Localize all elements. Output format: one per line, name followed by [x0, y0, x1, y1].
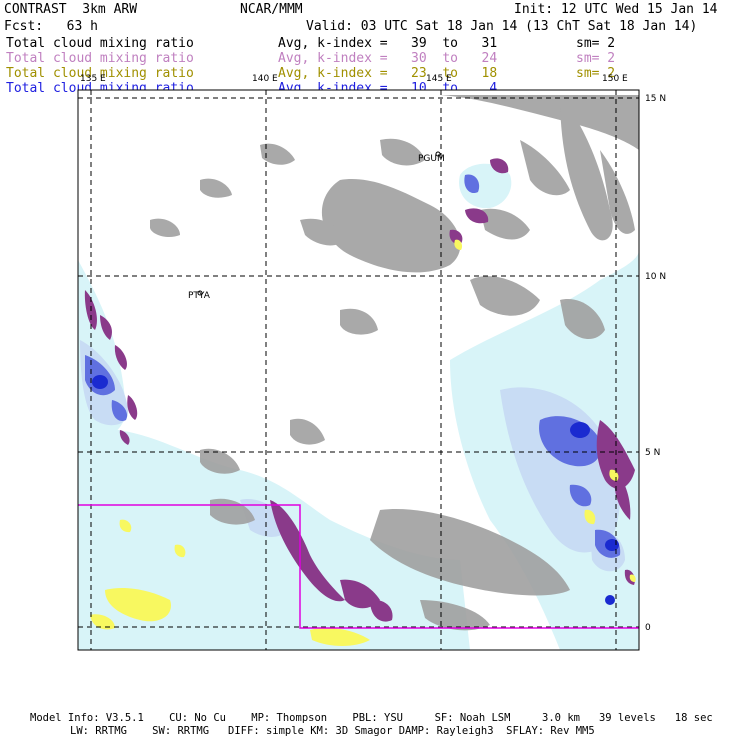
station-label-ptya: PTYA: [188, 291, 211, 301]
lat-label-5: 5 N: [645, 448, 660, 458]
station-label-pgum: PGUM: [418, 154, 445, 164]
field-name-2: Total cloud mixing ratio: [6, 51, 194, 66]
low-cloud-layer: [150, 95, 639, 631]
field-range-3: Avg, k-index = 23 to 18: [278, 66, 498, 81]
lat-label-10: 10 N: [645, 272, 666, 282]
field-range-1: Avg, k-index = 39 to 31: [278, 36, 498, 51]
lon-label-145: 145 E: [426, 74, 452, 84]
yellow-cloud-layer: [90, 239, 636, 646]
lat-lon-grid: [78, 90, 639, 650]
field-smooth-1: sm= 2: [576, 36, 616, 51]
lat-label-15: 15 N: [645, 94, 666, 104]
field-smooth-2: sm= 2: [576, 51, 616, 66]
station-marker-ptya: [197, 290, 203, 296]
station-markers: [197, 151, 441, 296]
station-marker-pgum: [435, 151, 441, 157]
map-frame: [77, 89, 640, 651]
init-time: Init: 12 UTC Wed 15 Jan 14: [514, 2, 718, 17]
lon-label-140: 140 E: [252, 74, 278, 84]
field-name-3: Total cloud mixing ratio: [6, 66, 194, 81]
model-title: CONTRAST 3km ARW: [4, 2, 138, 17]
model-info-line2: LW: RRTMG SW: RRTMG DIFF: simple KM: 3D …: [70, 725, 595, 737]
field-smooth-3: sm= 2: [576, 66, 616, 81]
forecast-hour: Fcst: 63 h: [4, 19, 98, 34]
model-info-line1: Model Info: V3.5.1 CU: No Cu MP: Thompso…: [30, 712, 713, 724]
lon-label-135: 135 E: [80, 74, 106, 84]
field-name-1: Total cloud mixing ratio: [6, 36, 194, 51]
lon-label-150: 150 E: [602, 74, 628, 84]
nested-domain-outline: [78, 504, 639, 629]
organization: NCAR/MMM: [240, 2, 303, 17]
field-range-2: Avg, k-index = 30 to 24: [278, 51, 498, 66]
purple-cloud-layer: [84, 158, 635, 622]
valid-time: Valid: 03 UTC Sat 18 Jan 14 (13 ChT Sat …: [306, 19, 698, 34]
lat-label-0: 0: [645, 623, 651, 633]
